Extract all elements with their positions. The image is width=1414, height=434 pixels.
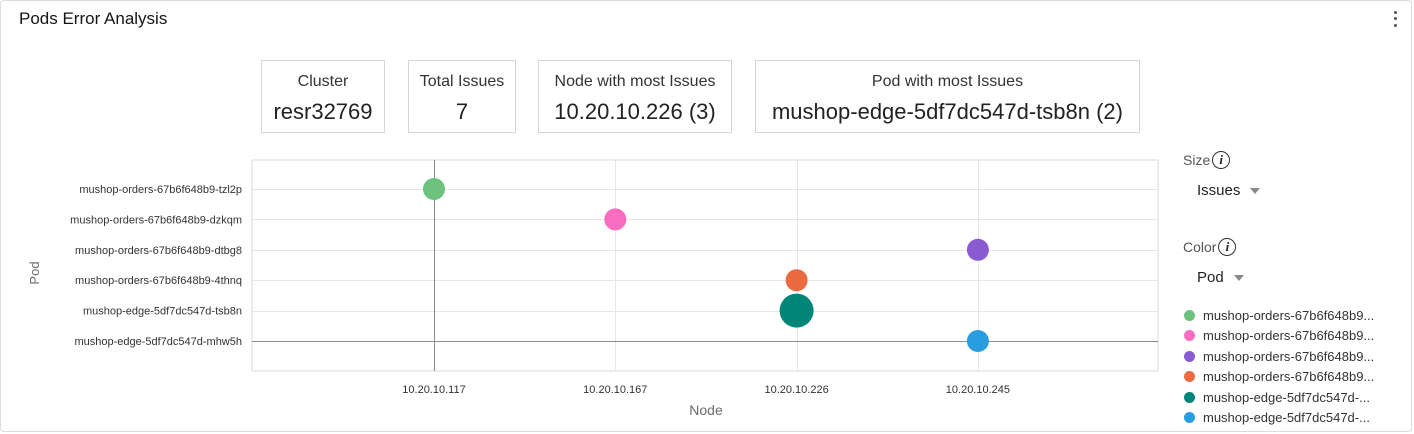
- data-bubble: [779, 293, 814, 328]
- legend-swatch: [1184, 371, 1195, 383]
- y-tick-label: mushop-orders-67b6f648b9-tzl2p: [79, 184, 242, 196]
- y-tick-label: mushop-orders-67b6f648b9-dzkqm: [70, 214, 242, 226]
- plot-area-border: [251, 159, 1159, 372]
- summary-label: Cluster: [297, 73, 349, 90]
- panel-title: Pods Error Analysis: [19, 9, 168, 28]
- legend-item[interactable]: mushop-orders-67b6f648b9...: [1184, 367, 1404, 388]
- legend-swatch: [1184, 309, 1195, 321]
- legend-label: mushop-edge-5df7dc547d-...: [1203, 389, 1370, 405]
- legend-label: mushop-orders-67b6f648b9...: [1203, 348, 1375, 364]
- legend-swatch: [1184, 350, 1195, 362]
- x-tick-label: 10.20.10.167: [583, 384, 647, 396]
- summary-label: Node with most Issues: [554, 73, 716, 90]
- summary-card-pod-most-issues: Pod with most Issues mushop-edge-5df7dc5…: [755, 60, 1140, 133]
- data-bubble: [966, 238, 989, 261]
- color-select[interactable]: Pod: [1197, 269, 1244, 286]
- summary-value: mushop-edge-5df7dc547d-tsb8n (2): [771, 99, 1123, 124]
- bubble-chart: mushop-orders-67b6f648b9-tzl2p mushop-ord…: [70, 159, 1159, 396]
- legend-label: mushop-orders-67b6f648b9...: [1203, 307, 1375, 323]
- size-control-label: Size i: [1183, 151, 1231, 169]
- size-label: Size: [1183, 152, 1211, 168]
- legend-item[interactable]: mushop-orders-67b6f648b9...: [1184, 346, 1404, 367]
- data-bubble: [785, 269, 808, 292]
- x-tick-label: 10.20.10.117: [402, 384, 465, 396]
- y-tick-label: mushop-edge-5df7dc547d-mhw5h: [74, 336, 242, 348]
- x-tick-label: 10.20.10.245: [946, 384, 1010, 396]
- summary-label: Total Issues: [419, 73, 505, 90]
- x-tick-label: 10.20.10.226: [764, 384, 828, 396]
- y-tick-label: mushop-edge-5df7dc547d-tsb8n: [83, 306, 242, 318]
- legend-item[interactable]: mushop-orders-67b6f648b9...: [1184, 305, 1404, 326]
- legend-label: mushop-orders-67b6f648b9...: [1203, 369, 1375, 385]
- summary-value: 10.20.10.226 (3): [554, 99, 716, 124]
- chevron-down-icon: [1233, 274, 1244, 281]
- data-bubble: [423, 178, 445, 200]
- summary-value: 7: [455, 99, 469, 124]
- color-select-value: Pod: [1197, 269, 1224, 286]
- color-control-label: Color i: [1183, 238, 1237, 256]
- legend-item[interactable]: mushop-edge-5df7dc547d-...: [1184, 408, 1404, 429]
- size-select-value: Issues: [1197, 182, 1241, 199]
- size-select[interactable]: Issues: [1197, 182, 1261, 199]
- y-tick-label: mushop-orders-67b6f648b9-dtbg8: [75, 245, 242, 257]
- summary-label: Pod with most Issues: [871, 73, 1024, 90]
- summary-card-cluster: Cluster resr32769: [261, 60, 385, 133]
- data-bubble: [604, 208, 627, 231]
- color-label: Color: [1183, 239, 1217, 255]
- info-icon[interactable]: i: [1212, 151, 1231, 169]
- summary-card-total-issues: Total Issues 7: [408, 60, 516, 133]
- y-axis-title: Pod: [27, 261, 42, 285]
- summary-card-node-most-issues: Node with most Issues 10.20.10.226 (3): [538, 60, 732, 133]
- legend-swatch: [1184, 391, 1195, 403]
- legend-item[interactable]: mushop-edge-5df7dc547d-...: [1184, 387, 1404, 408]
- legend-label: mushop-orders-67b6f648b9...: [1203, 328, 1375, 344]
- x-axis-title: Node: [689, 402, 723, 418]
- data-bubble: [966, 330, 989, 352]
- legend-item[interactable]: mushop-orders-67b6f648b9...: [1184, 326, 1404, 347]
- y-tick-label: mushop-orders-67b6f648b9-4thnq: [75, 275, 242, 287]
- legend-swatch: [1184, 412, 1195, 424]
- info-icon[interactable]: i: [1218, 238, 1237, 256]
- legend-swatch: [1184, 330, 1195, 342]
- legend-label: mushop-edge-5df7dc547d-...: [1203, 410, 1370, 426]
- chevron-down-icon: [1250, 187, 1261, 194]
- chart-legend: mushop-orders-67b6f648b9... mushop-order…: [1184, 305, 1404, 428]
- summary-value: resr32769: [273, 99, 373, 124]
- kebab-menu-icon[interactable]: [1391, 9, 1399, 29]
